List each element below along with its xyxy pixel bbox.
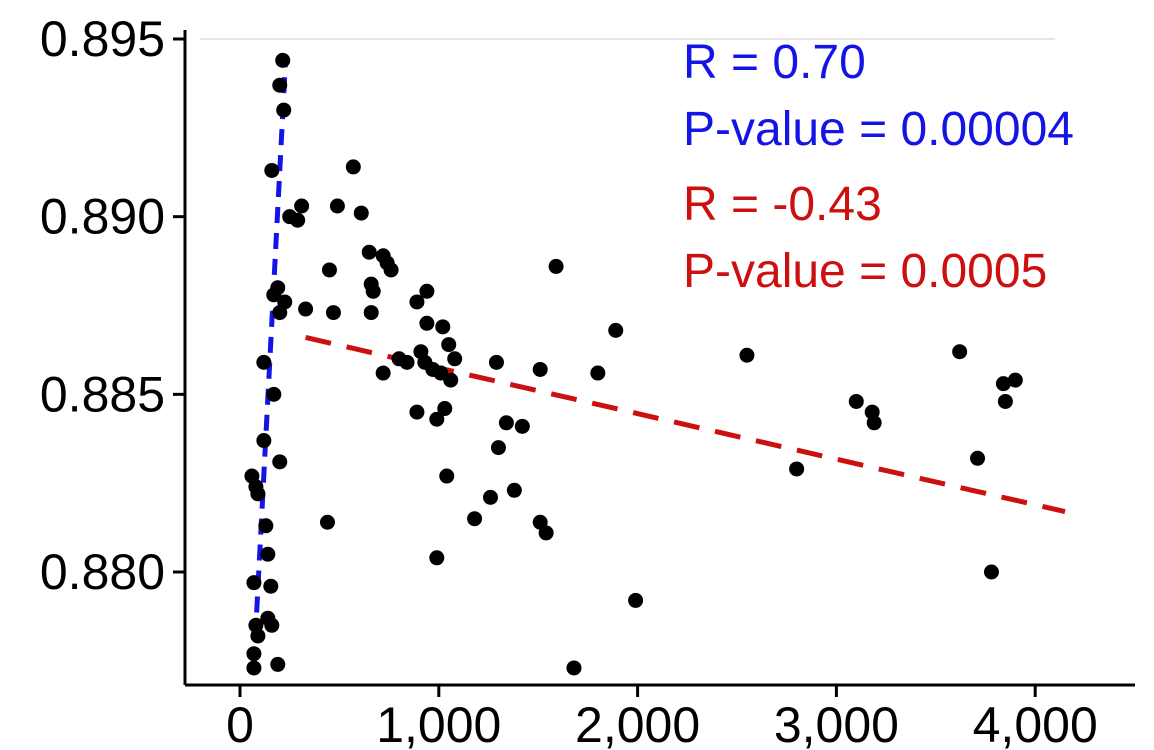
data-point xyxy=(848,393,864,409)
data-point xyxy=(375,365,391,381)
data-point xyxy=(566,660,582,676)
data-point xyxy=(548,258,564,274)
data-point xyxy=(538,525,554,541)
data-point xyxy=(419,283,435,299)
data-point xyxy=(739,347,755,363)
data-point xyxy=(789,461,805,477)
data-point xyxy=(256,354,272,370)
data-point xyxy=(490,440,506,456)
data-point xyxy=(272,454,288,470)
data-point xyxy=(266,386,282,402)
data-point xyxy=(325,305,341,321)
data-point xyxy=(409,404,425,420)
axes: 0.895 0.890 0.885 0.880 0 1,000 2,000 3,000 4,00… xyxy=(40,11,1135,750)
data-point xyxy=(439,468,455,484)
data-point xyxy=(1007,372,1023,388)
data-point xyxy=(498,415,514,431)
data-point xyxy=(443,372,459,388)
data-point xyxy=(608,322,624,338)
data-point xyxy=(997,393,1013,409)
data-point xyxy=(353,205,369,221)
data-points xyxy=(244,52,1023,676)
data-point xyxy=(429,411,445,427)
data-point xyxy=(256,433,272,449)
annotation-text: P-value = 0.00004 xyxy=(683,103,1074,156)
data-point xyxy=(447,351,463,367)
data-point xyxy=(319,514,335,530)
data-point xyxy=(276,102,292,118)
data-point xyxy=(321,262,337,278)
data-point xyxy=(272,77,288,93)
data-point xyxy=(467,511,483,527)
data-point xyxy=(290,212,306,228)
annotation-text: R = -0.43 xyxy=(683,178,882,231)
data-point xyxy=(488,354,504,370)
data-point xyxy=(264,162,280,178)
data-point xyxy=(983,564,999,580)
data-point xyxy=(419,315,435,331)
data-point xyxy=(270,280,286,296)
data-point xyxy=(590,365,606,381)
data-point xyxy=(429,550,445,566)
y-tick-label: 0.895 xyxy=(40,11,165,67)
data-point xyxy=(506,482,522,498)
x-tick-label: 0 xyxy=(226,697,254,750)
data-point xyxy=(294,198,310,214)
data-point xyxy=(275,52,291,68)
data-point xyxy=(970,450,986,466)
data-point xyxy=(995,376,1011,392)
data-point xyxy=(399,354,415,370)
data-point xyxy=(246,660,262,676)
y-tick-label: 0.880 xyxy=(40,544,165,600)
data-point xyxy=(329,198,345,214)
annotation-text: R = 0.70 xyxy=(683,36,866,89)
data-point xyxy=(409,294,425,310)
data-point xyxy=(365,283,381,299)
data-point xyxy=(264,617,280,633)
data-point xyxy=(345,159,361,175)
data-point xyxy=(250,486,266,502)
data-point xyxy=(246,575,262,591)
data-point xyxy=(437,401,453,417)
data-point xyxy=(383,262,399,278)
data-point xyxy=(441,337,457,353)
data-point xyxy=(952,344,968,360)
x-tick-label: 2,000 xyxy=(575,697,700,750)
blue-fit-line xyxy=(251,56,289,665)
data-point xyxy=(482,489,498,505)
data-point xyxy=(260,546,276,562)
data-point xyxy=(363,305,379,321)
data-point xyxy=(272,305,288,321)
data-point xyxy=(514,418,530,434)
x-tick-label: 1,000 xyxy=(376,697,501,750)
y-tick-label: 0.885 xyxy=(40,366,165,422)
data-point xyxy=(270,656,286,672)
data-point xyxy=(246,646,262,662)
data-point xyxy=(263,578,279,594)
x-tick-label: 4,000 xyxy=(973,697,1098,750)
data-point xyxy=(258,518,274,534)
y-tick-label: 0.890 xyxy=(40,189,165,245)
annotations: R = 0.70 P-value = 0.00004 R = -0.43 P-valu… xyxy=(683,36,1074,298)
x-tick-label: 3,000 xyxy=(774,697,899,750)
data-point xyxy=(628,592,644,608)
annotation-text: P-value = 0.0005 xyxy=(683,245,1047,298)
data-point xyxy=(866,415,882,431)
data-point xyxy=(361,244,377,260)
data-point xyxy=(298,301,314,317)
data-point xyxy=(532,361,548,377)
data-point xyxy=(250,628,266,644)
data-point xyxy=(435,319,451,335)
